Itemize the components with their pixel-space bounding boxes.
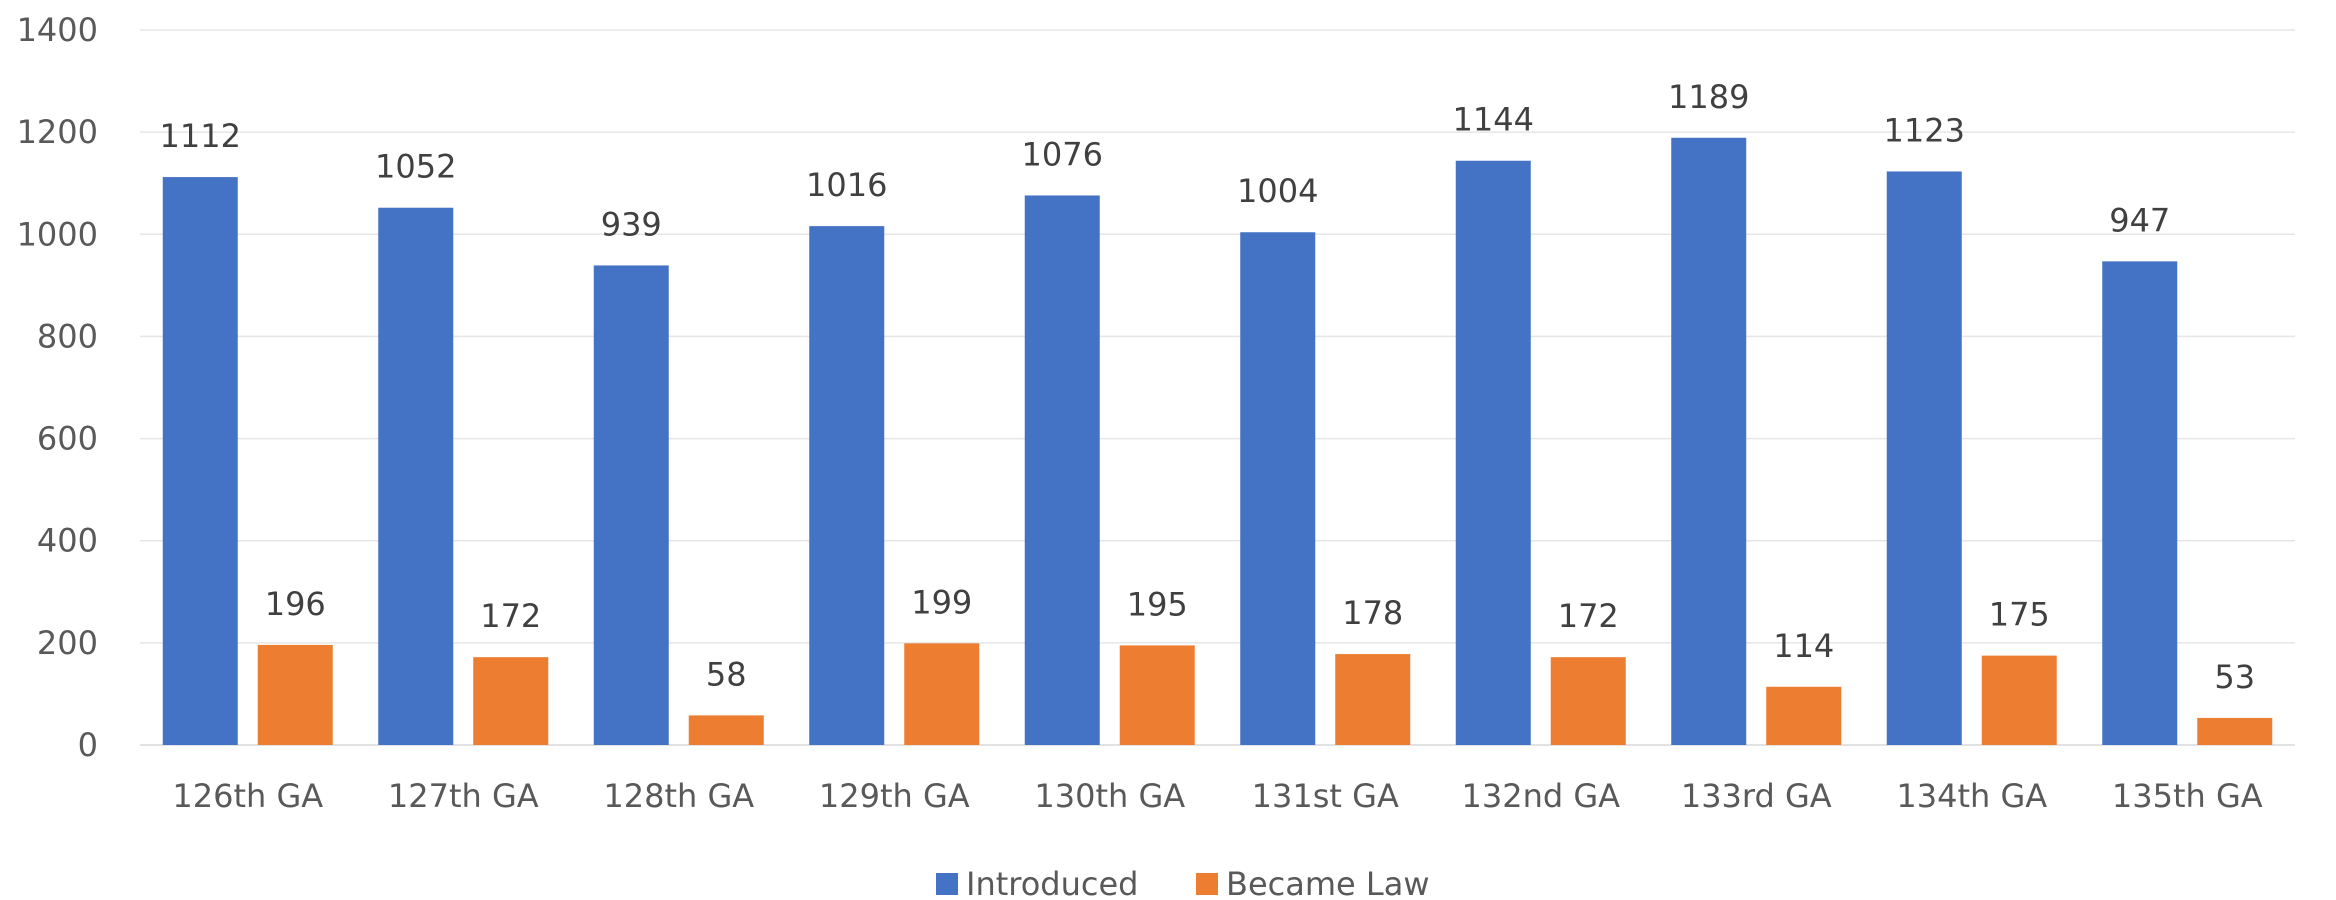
- data-labels: 1112 196 1052 172 939 58 1016 199 1076 195 1004 178…: [160, 78, 2256, 696]
- x-tick-label: 128th GA: [603, 777, 754, 815]
- data-label: 172: [1558, 597, 1619, 635]
- bar-became-law: [257, 644, 333, 745]
- data-label: 199: [911, 583, 972, 621]
- bar-introduced: [1671, 137, 1747, 745]
- legend-swatch: [1196, 873, 1218, 895]
- bar-became-law: [1119, 645, 1195, 745]
- x-tick-label: 126th GA: [172, 777, 323, 815]
- legend-label: Introduced: [966, 865, 1138, 900]
- x-tick-label: 131st GA: [1252, 777, 1399, 815]
- y-tick-label: 1000: [17, 215, 98, 253]
- x-tick-label: 129th GA: [819, 777, 970, 815]
- data-label: 178: [1342, 594, 1403, 632]
- y-tick-label: 400: [37, 522, 98, 560]
- data-label: 53: [2214, 658, 2255, 696]
- bar-introduced: [2102, 261, 2178, 745]
- x-tick-label: 135th GA: [2112, 777, 2263, 815]
- data-label: 172: [480, 597, 541, 635]
- data-label: 947: [2109, 201, 2170, 239]
- data-label: 175: [1989, 596, 2050, 634]
- data-label: 1123: [1884, 111, 1965, 149]
- data-label: 196: [265, 585, 326, 623]
- bar-became-law: [1335, 654, 1411, 745]
- bar-introduced: [1024, 195, 1100, 745]
- bar-became-law: [2197, 717, 2273, 745]
- x-tick-label: 130th GA: [1034, 777, 1185, 815]
- legend-label: Became Law: [1226, 865, 1429, 900]
- data-label: 1016: [806, 166, 887, 204]
- bars: [162, 137, 2273, 746]
- y-tick-label: 200: [37, 624, 98, 662]
- x-tick-label: 134th GA: [1896, 777, 2047, 815]
- bar-became-law: [473, 657, 549, 745]
- data-label: 58: [706, 655, 747, 693]
- bar-became-law: [688, 715, 764, 745]
- data-label: 1052: [375, 148, 456, 186]
- bar-introduced: [378, 207, 454, 745]
- data-label: 114: [1773, 627, 1834, 665]
- data-label: 195: [1127, 585, 1188, 623]
- bar-introduced: [1886, 171, 1962, 746]
- data-label: 939: [601, 205, 662, 243]
- legend: Introduced Became Law: [936, 865, 1429, 900]
- y-tick-label: 1400: [17, 11, 98, 49]
- bar-became-law: [1550, 657, 1626, 745]
- bar-introduced: [1455, 160, 1531, 745]
- bar-became-law: [904, 643, 980, 745]
- y-tick-label: 0: [78, 726, 98, 764]
- data-label: 1076: [1022, 135, 1103, 173]
- data-label: 1144: [1453, 101, 1534, 139]
- x-tick-label: 127th GA: [388, 777, 539, 815]
- bar-became-law: [1766, 686, 1842, 745]
- y-tick-label: 800: [37, 317, 98, 355]
- gridlines: [140, 29, 2295, 746]
- x-tick-label: 133rd GA: [1681, 777, 1832, 815]
- x-tick-label: 132nd GA: [1461, 777, 1620, 815]
- y-tick-label: 1200: [17, 113, 98, 151]
- bar-introduced: [1240, 232, 1316, 745]
- data-label: 1189: [1668, 78, 1749, 116]
- y-axis: 0 200 400 600 800 1000 1200 1400: [17, 11, 98, 764]
- bar-introduced: [162, 177, 238, 746]
- y-tick-label: 600: [37, 420, 98, 458]
- bar-became-law: [1981, 655, 2057, 745]
- x-axis: 126th GA 127th GA 128th GA 129th GA 130th GA…: [172, 777, 2262, 815]
- bar-introduced: [809, 226, 885, 746]
- data-label: 1004: [1237, 172, 1318, 210]
- bar-introduced: [593, 265, 669, 745]
- legend-swatch: [936, 873, 958, 895]
- data-label: 1112: [160, 117, 241, 155]
